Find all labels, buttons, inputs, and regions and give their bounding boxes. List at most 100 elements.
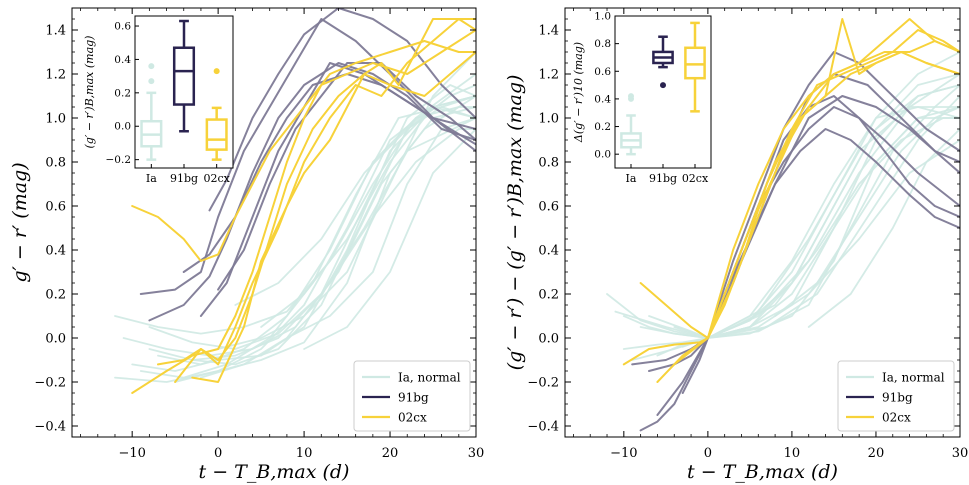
series-line-bg91-19 [656, 106, 960, 416]
legend-label: 91bg [882, 391, 913, 405]
inset-y-tick-label: 0.6 [114, 21, 131, 33]
x-tick-label: 20 [382, 446, 399, 461]
y-tick-label: 1.2 [538, 68, 559, 83]
y-axis-label: (g′ − r′) − (g′ − r′)B,max (mag) [504, 75, 526, 371]
series-line-bg91-15 [639, 95, 960, 432]
inset-y-tick-label: 0.2 [114, 87, 131, 99]
series-line-ia-11 [732, 117, 960, 328]
box-outlier [213, 68, 220, 75]
series-line-ia-10 [148, 117, 476, 350]
box-cx02 [205, 68, 228, 161]
inset-y-tick-label: 0.8 [594, 38, 611, 50]
box-body [172, 46, 196, 106]
y-tick-label: 0.8 [45, 156, 66, 171]
series-line-bg91-16 [139, 18, 476, 295]
y-tick-label: 0.6 [45, 200, 66, 215]
y-tick-label: 0.8 [538, 156, 559, 171]
series-line-bg91-17 [148, 62, 476, 322]
panel-right: −10 0 10 20 30 −0.4 −0.2 0.0 0.2 0.4 0.6 0.8 1.0 1.2 1… [504, 7, 969, 483]
series-layer [606, 18, 960, 432]
inset-x-tick-label: 91bg [170, 172, 198, 185]
box-ia [620, 93, 642, 156]
y-tick-label: −0.2 [527, 376, 559, 391]
inset-boxplot: 0.0 0.2 0.4 0.6 0.8 1.0 Δ(g′ − r′)10 (mag) Ia 91… [572, 11, 712, 185]
inset-x-tick-label: 91bg [649, 172, 677, 185]
legend-label: Ia, normal [882, 371, 945, 385]
inset-y-label: Δ(g′ − r′)10 (mag) [572, 42, 585, 143]
series-line-cx02-26 [191, 18, 476, 383]
inset-y-tick-label: 0.2 [594, 121, 611, 133]
series-line-ia-11 [199, 128, 476, 379]
plot-frame [564, 7, 961, 438]
legend-label: 91bg [398, 391, 429, 405]
inset-y-tick-label: −0.2 [106, 154, 132, 166]
x-tick-label: −10 [610, 446, 637, 461]
panel-left: −10 0 10 20 30 −0.4 −0.2 0.0 0.2 0.4 0.6 0.8 1.0 1.2 1… [9, 7, 485, 483]
y-tick-label: 0.6 [538, 200, 559, 215]
series-line-bg91-20 [199, 62, 476, 317]
legend-label: 02cx [398, 411, 427, 425]
inset-y-tick-label: 1.0 [594, 11, 611, 23]
y-axis-label: g′ − r′ (mag) [9, 162, 31, 282]
series-line-ia-14 [303, 128, 476, 350]
series-line-cx02-24 [157, 51, 476, 366]
y-tick-label: 0.2 [45, 288, 66, 303]
legend: Ia, normal 91bg 02cx [353, 360, 471, 432]
x-tick-label: 30 [468, 446, 485, 461]
series-line-ia-14 [622, 117, 960, 339]
x-tick-label: 20 [868, 446, 885, 461]
legend-box [837, 360, 955, 432]
y-tick-label: −0.2 [34, 376, 66, 391]
series-line-bg91-18 [681, 51, 960, 394]
inset-boxplot: −0.2 0.0 0.2 0.4 0.6 (g′ − r′)B,max (mag) Ia 91… [83, 15, 234, 185]
plot-frame [71, 7, 477, 438]
box-ia [140, 63, 163, 161]
series-line-ia-13 [807, 128, 960, 328]
inset-y-tick-label: 0.0 [594, 149, 611, 161]
box-bg91 [652, 35, 674, 89]
x-tick-label: 10 [784, 446, 801, 461]
inset-y-tick-label: 0.4 [114, 54, 131, 66]
x-tick-label: 0 [214, 446, 222, 461]
series-line-bg91-16 [648, 128, 960, 372]
box-outlier [148, 78, 155, 85]
y-tick-label: 0.4 [538, 244, 559, 259]
x-tick-label: −10 [118, 446, 145, 461]
series-line-ia-9 [707, 51, 960, 339]
x-tick-label: 30 [952, 446, 969, 461]
y-tick-label: −0.4 [34, 420, 66, 435]
series-line-ia-12 [774, 106, 960, 317]
y-tick-label: 0.0 [45, 332, 66, 347]
series-line-ia-10 [707, 139, 960, 339]
y-tick-label: 1.4 [538, 24, 559, 39]
series-line-cx02-23 [131, 29, 476, 394]
x-axis-label: t − T_B,max (d) [199, 461, 350, 483]
inset-x-tick-label: Ia [146, 172, 157, 185]
y-tick-label: 1.2 [45, 68, 66, 83]
series-line-ia-4 [614, 84, 960, 339]
series-line-cx02-22 [131, 40, 476, 262]
x-axis-label: t − T_B,max (d) [687, 461, 838, 483]
inset-y-tick-label: 0.4 [594, 93, 611, 105]
series-line-cx02-25 [174, 18, 476, 383]
inset-x-tick-label: 02cx [682, 172, 709, 185]
series-line-ia-9 [217, 51, 476, 350]
series-line-ia-12 [260, 95, 476, 328]
box-cx02 [684, 21, 706, 113]
legend-box [353, 360, 471, 432]
box-body [684, 46, 706, 80]
series-line-ia-8 [191, 84, 476, 361]
y-tick-label: −0.4 [527, 420, 559, 435]
box-bg91 [172, 19, 196, 133]
y-tick-label: 1.4 [45, 24, 66, 39]
box-body [205, 118, 228, 151]
series-line-bg91-20 [706, 95, 960, 339]
x-tick-label: 0 [704, 446, 712, 461]
series-line-ia-6 [114, 73, 476, 335]
y-tick-label: 0.4 [45, 244, 66, 259]
legend-label: 02cx [882, 411, 911, 425]
inset-y-tick-label: 0.6 [594, 66, 611, 78]
box-outlier [628, 93, 634, 100]
y-tick-label: 0.0 [538, 332, 559, 347]
